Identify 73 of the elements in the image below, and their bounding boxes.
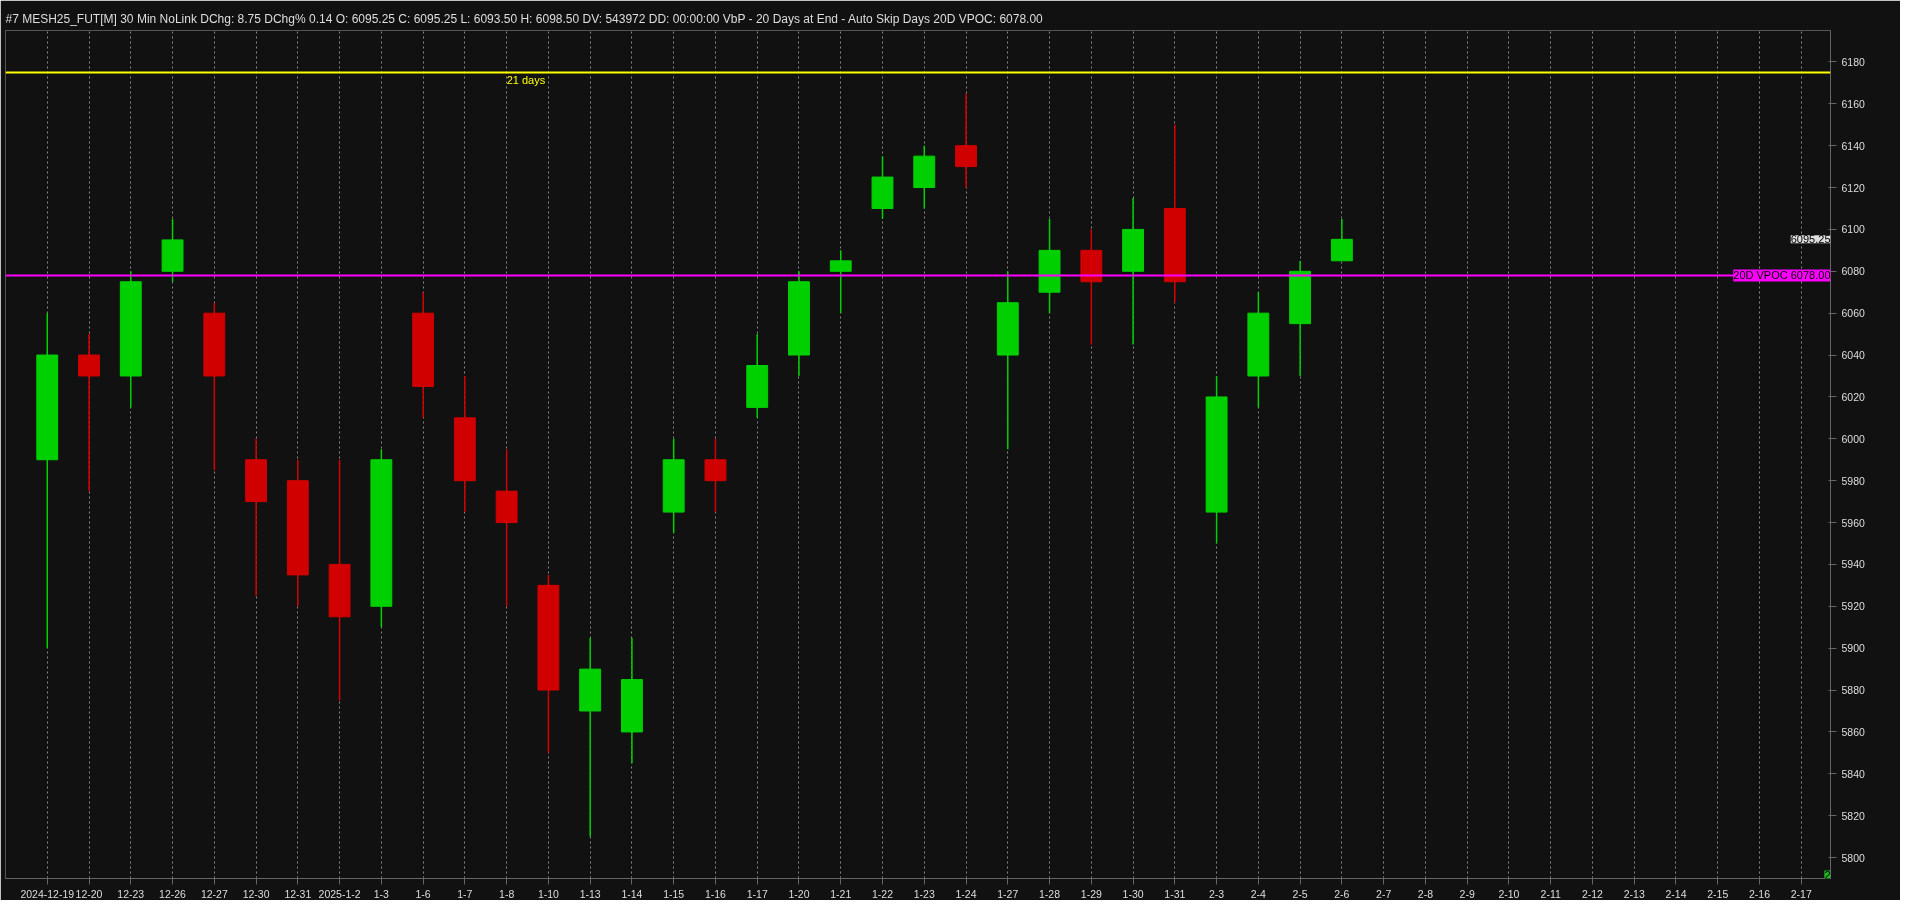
chart-title: #7 MESH25_FUT[M] 30 Min NoLink DChg: 8.75 DChg% 0.14 O: 6095.25 C: 6095.25 L: 6093.50 H: 6098.50 DV: 543972 DD: 00:00:00 VbP - 20 Days at End - Auto Skip Days 20D VPOC: 6078.00	[5, 11, 1044, 26]
x-tick-label: 2-3	[1209, 887, 1225, 900]
x-tick-label: 2-8	[1417, 887, 1434, 900]
x-tick-label: 1-31	[1164, 887, 1186, 900]
y-tick-label: 6100	[1841, 223, 1866, 236]
x-tick-label: 2-9	[1459, 887, 1475, 900]
y-tick-label: 5820	[1841, 809, 1866, 822]
x-tick-label: 2025-1-2	[318, 887, 361, 900]
x-tick-label: 1-27	[997, 887, 1019, 900]
y-tick-label: 6020	[1841, 390, 1866, 403]
x-tick-label: 1-20	[788, 887, 810, 900]
x-tick-label: 2-6	[1334, 887, 1350, 900]
candlestick	[78, 333, 100, 492]
x-tick-label: 1-6	[415, 887, 431, 900]
x-tick-label: 2-5	[1292, 887, 1308, 900]
x-tick-label: 1-28	[1039, 887, 1061, 900]
y-tick-label: 6140	[1841, 139, 1866, 152]
x-tick-label: 1-3	[373, 887, 390, 900]
x-tick-label: 2-4	[1250, 887, 1267, 900]
y-tick-label: 6160	[1841, 97, 1866, 110]
annotation: 2	[1824, 868, 1831, 881]
x-tick-label: 12-27	[200, 887, 228, 900]
x-tick-label: 2024-12-19	[20, 887, 75, 900]
x-tick-label: 1-8	[499, 887, 515, 900]
y-tick-label: 5840	[1841, 767, 1866, 780]
x-tick-label: 12-20	[75, 887, 103, 900]
y-tick-label: 5900	[1841, 642, 1866, 655]
y-tick-label: 6180	[1841, 55, 1866, 68]
x-tick-label: 1-15	[663, 887, 685, 900]
x-tick-label: 12-26	[159, 887, 187, 900]
x-tick-label: 1-7	[457, 887, 473, 900]
x-tick-label: 12-31	[284, 887, 312, 900]
x-tick-label: 2-16	[1749, 887, 1771, 900]
x-tick-label: 12-30	[242, 887, 270, 900]
y-tick-label: 5880	[1841, 684, 1866, 697]
candlestick	[1330, 218, 1353, 262]
x-tick-label: 1-23	[913, 887, 935, 900]
x-tick-label: 1-10	[537, 887, 560, 900]
y-tick-label: 6040	[1841, 349, 1866, 362]
x-tick-label: 2-7	[1376, 887, 1392, 900]
x-tick-label: 1-16	[704, 887, 727, 900]
x-tick-label: 1-17	[746, 887, 768, 900]
x-tick-label: 1-24	[955, 887, 977, 900]
x-tick-label: 2-12	[1581, 887, 1604, 900]
candlestick	[829, 249, 852, 314]
annotation: 6095.25	[1790, 233, 1831, 246]
ref-line-label: 21 days	[506, 74, 546, 87]
x-tick-label: 2-17	[1790, 887, 1812, 900]
y-tick-label: 5860	[1841, 725, 1866, 738]
y-tick-label: 6080	[1841, 265, 1866, 278]
x-tick-label: 2-15	[1707, 887, 1729, 900]
x-tick-label: 1-22	[871, 887, 894, 900]
y-tick-label: 5960	[1841, 516, 1866, 529]
x-tick-label: 1-29	[1080, 887, 1102, 900]
candlestick	[955, 92, 977, 189]
candlestick	[704, 438, 727, 513]
x-tick-label: 1-30	[1122, 887, 1144, 900]
x-tick-label: 2-13	[1623, 887, 1645, 900]
x-tick-label: 2-11	[1540, 887, 1561, 900]
y-tick-label: 5980	[1841, 474, 1866, 487]
y-tick-label: 5940	[1841, 558, 1866, 571]
x-tick-label: 2-10	[1498, 887, 1520, 900]
y-tick-label: 5800	[1841, 851, 1866, 864]
ref-line-label: 20D VPOC 6078.00	[1733, 269, 1831, 282]
y-tick-label: 5920	[1841, 600, 1866, 613]
y-tick-label: 6060	[1841, 307, 1866, 320]
x-tick-label: 1-14	[621, 887, 643, 900]
x-tick-label: 1-21	[830, 887, 852, 900]
y-tick-label: 6120	[1841, 181, 1866, 194]
x-tick-label: 1-13	[579, 887, 601, 900]
x-tick-label: 2-14	[1665, 887, 1687, 900]
y-tick-label: 6000	[1841, 432, 1866, 445]
x-tick-label: 12-23	[117, 887, 145, 900]
